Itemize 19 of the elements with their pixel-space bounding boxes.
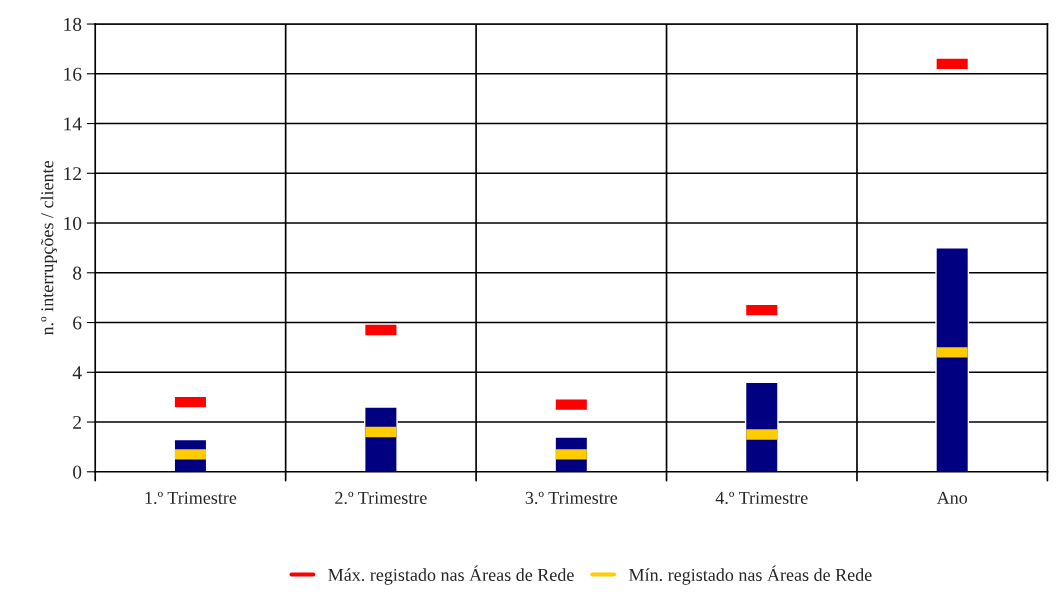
bar [935,247,970,472]
legend-label: Máx. registado nas Áreas de Rede [328,565,574,585]
y-tick-label: 6 [73,316,82,330]
x-tick-label: 3.º Trimestre [525,491,618,505]
x-tick-label: 2.º Trimestre [335,491,427,505]
y-tick-label: 4 [72,366,82,380]
x-tick-label: 4.º Trimestre [715,491,808,505]
y-tick-label: 12 [64,167,81,181]
legend-label: Mín. registado nas Áreas de Rede [629,565,872,585]
y-tick-label: 18 [64,17,82,31]
y-tick-label: 8 [73,266,82,280]
y-axis-title: n.º interrupções / cliente [40,161,58,336]
y-tick-label: 10 [64,216,82,230]
y-tick-label: 14 [64,117,82,131]
y-tick-label: 2 [73,415,81,429]
y-tick-label: 16 [64,67,82,81]
x-tick-label: Ano [936,491,968,504]
x-tick-label: 1.º Trimestre [145,491,237,505]
y-tick-label: 0 [73,465,82,479]
